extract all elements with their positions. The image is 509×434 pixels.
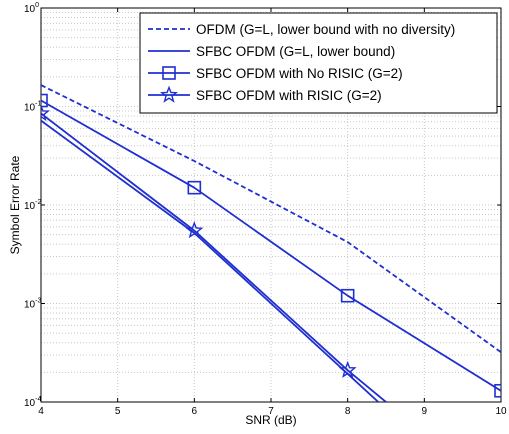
y-tick-exponent: 0 bbox=[35, 2, 39, 9]
x-axis-ticks: 4 5 6 7 8 9 10 bbox=[38, 8, 507, 417]
series-4 bbox=[41, 104, 387, 402]
series-line bbox=[41, 84, 501, 353]
x-tick-label: 9 bbox=[422, 406, 428, 417]
x-axis-label: SNR (dB) bbox=[245, 413, 296, 427]
square-marker bbox=[162, 66, 176, 80]
square-marker bbox=[340, 288, 355, 303]
x-tick-label: 7 bbox=[268, 406, 274, 417]
square-marker bbox=[187, 180, 202, 195]
legend-label: SFBC OFDM (G=L, lower bound) bbox=[196, 44, 395, 59]
star-marker bbox=[160, 85, 178, 103]
y-tick-exponent: -1 bbox=[35, 101, 41, 108]
y-tick-exponent: -2 bbox=[35, 199, 41, 206]
y-axis-label: Symbol Error Rate bbox=[8, 155, 22, 254]
square-marker bbox=[494, 383, 501, 398]
legend-item: SFBC OFDM (G=L, lower bound) bbox=[148, 44, 395, 59]
series-line bbox=[41, 112, 387, 402]
star-marker bbox=[338, 360, 357, 378]
series-layer bbox=[41, 84, 501, 402]
legend-label: SFBC OFDM with RISIC (G=2) bbox=[196, 88, 382, 103]
y-tick-exponent: -3 bbox=[35, 298, 41, 305]
star-marker bbox=[185, 221, 204, 239]
star-marker bbox=[41, 104, 50, 122]
x-tick-label: 4 bbox=[38, 406, 44, 417]
legend-box bbox=[139, 12, 498, 114]
legend-label: SFBC OFDM with No RISIC (G=2) bbox=[196, 66, 403, 81]
y-tick-exponent: -4 bbox=[35, 396, 41, 403]
x-tick-label: 10 bbox=[495, 406, 507, 417]
legend: OFDM (G=L, lower bound with no diversity… bbox=[139, 12, 498, 114]
series-line bbox=[41, 99, 501, 392]
legend-item: OFDM (G=L, lower bound with no diversity… bbox=[148, 22, 455, 37]
series-1 bbox=[41, 84, 501, 353]
legend-label: OFDM (G=L, lower bound with no diversity… bbox=[196, 22, 455, 37]
x-tick-label: 8 bbox=[345, 406, 351, 417]
series-3 bbox=[41, 93, 501, 398]
square-marker bbox=[41, 93, 48, 108]
x-tick-label: 6 bbox=[192, 406, 198, 417]
legend-item: SFBC OFDM with RISIC (G=2) bbox=[148, 85, 382, 103]
legend-item: SFBC OFDM with No RISIC (G=2) bbox=[148, 66, 403, 81]
x-tick-label: 5 bbox=[115, 406, 121, 417]
